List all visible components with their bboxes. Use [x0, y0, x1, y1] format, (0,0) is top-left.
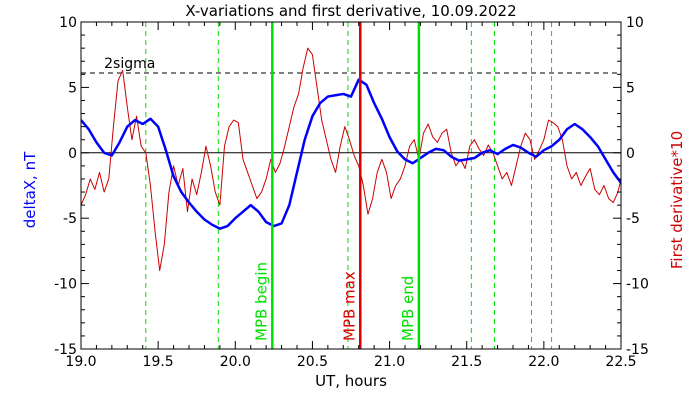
mpb-marker-label: MPB max [340, 271, 358, 341]
x-tick-label: 21.0 [374, 354, 405, 370]
y-tick-label-left: -5 [63, 211, 77, 227]
y-tick-label-left: -15 [54, 342, 77, 358]
y-tick-label-right: 5 [626, 80, 635, 96]
x-axis-label: UT, hours [315, 372, 387, 390]
x-tick-label: 22.5 [605, 354, 636, 370]
y-tick-label-right: -15 [626, 342, 649, 358]
x-tick-label: 20.5 [297, 354, 328, 370]
y-axis-label-left: deltaX, nT [21, 151, 39, 228]
y-tick-label-right: -10 [626, 277, 649, 293]
y-tick-label-left: 10 [59, 15, 77, 31]
y-tick-label-left: -10 [54, 277, 77, 293]
chart-title: X-variations and first derivative, 10.09… [185, 2, 516, 20]
plot-area: 2sigma MPB begin MPB max MPB end 19.0 19.5 20.… [54, 15, 649, 370]
y-tick-label-left: 5 [68, 80, 77, 96]
x-tick-label: 21.5 [451, 354, 482, 370]
derivative-series-line [81, 47, 621, 272]
x-tick-label: 22.0 [528, 354, 559, 370]
y-tick-label-right: 10 [626, 15, 644, 31]
y-tick-label-right: -5 [626, 211, 640, 227]
mpb-marker-label: MPB end [399, 276, 417, 341]
x-tick-label: 20.0 [220, 354, 251, 370]
x-tick-label: 19.0 [65, 354, 96, 370]
y-axis-label-right: First derivative*10 [668, 131, 686, 269]
y-tick-label-left: 0 [68, 146, 77, 162]
deltax-series-line [81, 78, 621, 230]
mpb-marker-label: MPB begin [252, 262, 270, 341]
x-tick-label: 19.5 [143, 354, 174, 370]
y-tick-label-right: 0 [626, 146, 635, 162]
threshold-label: 2sigma [104, 56, 155, 72]
plot-frame [80, 21, 622, 350]
